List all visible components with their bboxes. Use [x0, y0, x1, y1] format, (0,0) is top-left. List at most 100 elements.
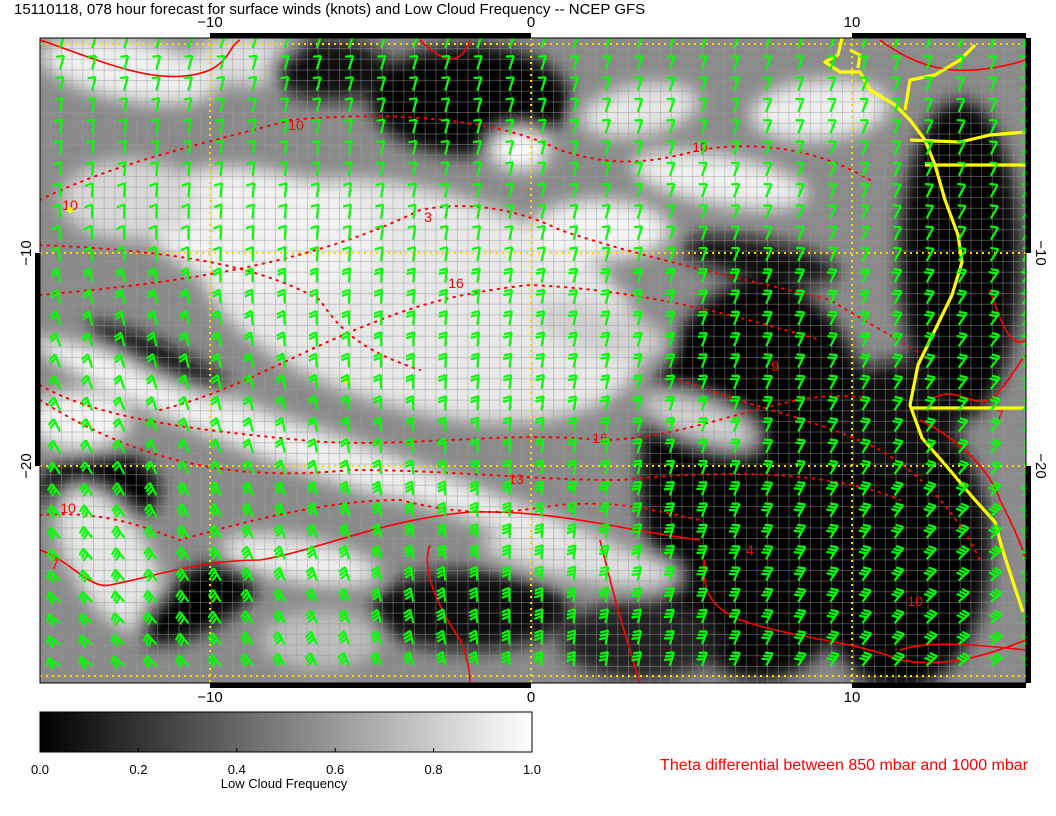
wind-barb [51, 224, 62, 240]
wind-barb [148, 224, 158, 240]
wind-barb [698, 140, 708, 155]
wind-barb [182, 160, 192, 176]
wind-barb [472, 182, 482, 198]
wind-barb [273, 502, 286, 517]
wind-barb [634, 204, 644, 219]
wind-barb [345, 54, 355, 70]
wind-barb [826, 502, 839, 518]
wind-barb [80, 374, 94, 390]
wind-barb [955, 523, 970, 539]
wind-barb [666, 182, 676, 198]
coastline-segment [909, 130, 1026, 144]
wind-barb [473, 97, 483, 113]
wind-barb [731, 225, 741, 241]
wind-barb [82, 288, 94, 304]
wind-barb [45, 635, 61, 649]
wind-barb [311, 160, 321, 176]
wind-barb [827, 140, 837, 155]
wind-barb [437, 416, 447, 432]
wind-barb [827, 353, 838, 369]
wind-barb [924, 119, 934, 134]
wind-barb [111, 460, 126, 475]
wind-barb [540, 38, 547, 49]
wind-barb [700, 38, 707, 49]
wind-barb [632, 289, 643, 304]
wind-barb [280, 76, 290, 91]
wind-barb [119, 97, 129, 113]
coastline-segment [849, 48, 862, 69]
wind-barb [114, 310, 126, 326]
wind-barb [437, 395, 447, 411]
wind-barb [504, 203, 514, 219]
wind-barb [1021, 119, 1026, 134]
wind-barb [1022, 417, 1026, 433]
wind-barb [730, 396, 741, 411]
contour-line [899, 643, 1026, 651]
coastline-segment [903, 43, 977, 111]
wind-barb [730, 438, 741, 454]
wind-barb [634, 161, 644, 177]
wind-barb [370, 565, 383, 581]
wind-barb [826, 651, 840, 667]
wind-barb [337, 608, 350, 624]
wind-barb [247, 118, 257, 134]
wind-barb [274, 459, 286, 475]
wind-barb [924, 332, 936, 347]
wind-barb [989, 395, 1001, 411]
wind-barb [341, 309, 351, 325]
wind-barb [697, 438, 708, 454]
wind-barb [698, 119, 708, 134]
wind-barb [761, 545, 774, 560]
contour-label: 13 [508, 471, 524, 487]
wind-barb [892, 438, 904, 454]
wind-barb [501, 629, 511, 645]
wind-barb [407, 182, 417, 198]
wind-barb [241, 459, 254, 475]
wind-barb [860, 161, 870, 177]
wind-barb [956, 76, 966, 92]
wind-barb [240, 610, 254, 624]
wind-barb [795, 396, 806, 411]
wind-barb [1022, 396, 1026, 411]
wind-barb [404, 459, 415, 475]
wind-barb [762, 459, 774, 475]
cloud-patch [60, 160, 200, 240]
wind-barb [407, 246, 417, 262]
wind-barb [247, 139, 257, 155]
wind-barb [243, 352, 254, 368]
wind-barb [310, 182, 320, 198]
wind-barb [598, 544, 610, 560]
wind-barb [47, 418, 61, 432]
wind-barb [761, 651, 774, 667]
wind-barb [601, 161, 611, 177]
cloud-patch [370, 45, 570, 155]
cloud-patch [530, 200, 670, 260]
wind-barb [955, 545, 970, 560]
wind-barb [891, 630, 905, 646]
wind-barb [533, 608, 544, 624]
wind-barb [793, 651, 807, 667]
wind-barb [537, 97, 547, 113]
right-lat-tick: −20 [1032, 453, 1049, 478]
wind-barb [634, 76, 644, 91]
wind-barb [632, 374, 643, 390]
wind-barb [893, 225, 903, 241]
wind-barb [339, 459, 350, 475]
wind-barb [144, 439, 158, 454]
wind-barb [601, 182, 611, 198]
wind-barb [143, 568, 158, 583]
wind-barb [696, 630, 708, 645]
wind-barb [600, 437, 610, 453]
wind-barb [663, 629, 676, 645]
wind-barb [315, 38, 322, 49]
wind-barb [175, 524, 190, 539]
wind-barb [150, 139, 160, 155]
wind-barb [469, 458, 479, 475]
wind-barb [892, 459, 904, 475]
wind-barb [117, 160, 127, 176]
wind-barb [407, 224, 417, 240]
wind-barb [239, 653, 254, 668]
wind-barb [696, 502, 708, 517]
contour-label: 10 [288, 117, 304, 133]
wind-barb [989, 374, 1001, 390]
